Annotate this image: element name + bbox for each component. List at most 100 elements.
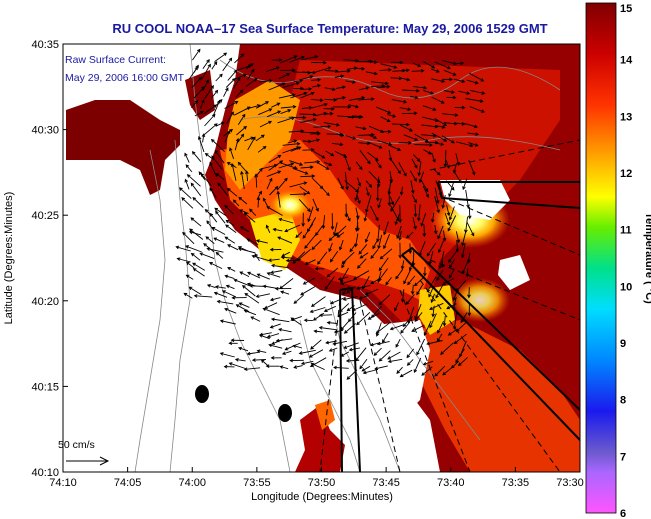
current-vector bbox=[407, 275, 416, 286]
current-vector bbox=[276, 190, 281, 208]
colorbar-tick-label: 10 bbox=[620, 281, 632, 293]
current-vector bbox=[408, 243, 413, 255]
current-vector bbox=[302, 148, 315, 152]
vector-scale-label: 50 cm/s bbox=[58, 439, 95, 451]
current-vector bbox=[190, 252, 201, 261]
current-vector bbox=[266, 272, 281, 278]
current-vector bbox=[435, 284, 444, 299]
current-vector bbox=[200, 173, 212, 186]
current-vector bbox=[302, 87, 313, 91]
colorbar-tick-label: 14 bbox=[620, 55, 633, 67]
current-vector bbox=[464, 122, 478, 129]
current-vector bbox=[380, 116, 391, 123]
current-vector bbox=[302, 139, 312, 144]
current-vector bbox=[344, 172, 349, 191]
current-vector bbox=[380, 129, 392, 134]
current-vector bbox=[391, 122, 411, 127]
current-vector bbox=[185, 245, 202, 253]
current-vector bbox=[358, 294, 369, 300]
current-vector bbox=[199, 252, 215, 260]
current-vector bbox=[237, 161, 247, 173]
current-vector bbox=[366, 71, 378, 76]
current-vector bbox=[453, 333, 467, 345]
current-vector bbox=[345, 80, 357, 84]
current-vector bbox=[203, 104, 218, 115]
current-vector bbox=[435, 124, 446, 129]
current-vector bbox=[314, 160, 330, 170]
colorbar-tick-label: 12 bbox=[620, 168, 632, 180]
current-vector bbox=[280, 109, 292, 115]
x-tick-label: 73:40 bbox=[437, 477, 465, 489]
current-vector bbox=[247, 68, 255, 80]
current-vector bbox=[355, 284, 371, 290]
current-vector bbox=[268, 160, 284, 171]
current-vector bbox=[323, 107, 335, 111]
current-vector bbox=[236, 125, 247, 136]
current-vector bbox=[330, 213, 335, 231]
current-vector bbox=[296, 248, 311, 262]
current-vector bbox=[230, 162, 237, 181]
current-vector bbox=[431, 132, 448, 142]
current-vector bbox=[431, 68, 440, 73]
current-vector bbox=[437, 225, 444, 240]
current-vector bbox=[255, 101, 270, 109]
current-vector bbox=[402, 111, 418, 116]
current-vector bbox=[356, 258, 367, 269]
current-vector bbox=[209, 187, 217, 199]
current-vector bbox=[284, 342, 301, 351]
current-vector bbox=[416, 338, 426, 356]
current-vector bbox=[208, 262, 223, 270]
current-vector bbox=[201, 63, 211, 80]
current-vector bbox=[455, 239, 460, 253]
current-vector bbox=[368, 134, 378, 140]
current-vector bbox=[408, 259, 415, 272]
current-vector bbox=[311, 138, 321, 142]
current-vector bbox=[375, 321, 391, 334]
current-vector bbox=[416, 284, 423, 296]
current-vector bbox=[214, 207, 227, 217]
current-vector bbox=[434, 61, 451, 70]
current-vector bbox=[400, 289, 405, 303]
current-vector bbox=[256, 349, 267, 354]
current-vector bbox=[243, 367, 261, 372]
current-vector bbox=[465, 189, 470, 209]
current-vector bbox=[266, 333, 280, 339]
current-vector bbox=[299, 75, 314, 81]
current-vector bbox=[423, 61, 436, 69]
current-vector bbox=[395, 268, 404, 280]
current-vector bbox=[422, 105, 437, 111]
current-vector bbox=[423, 89, 435, 95]
current-vector bbox=[249, 208, 257, 216]
colorbar-tick-label: 8 bbox=[620, 395, 626, 407]
current-vector bbox=[206, 284, 216, 289]
current-vector bbox=[221, 290, 237, 298]
current-vector bbox=[428, 250, 434, 265]
current-vector bbox=[354, 114, 364, 119]
current-vector bbox=[455, 231, 461, 244]
current-timestamp: May 29, 2006 16:00 GMT bbox=[65, 72, 185, 84]
current-vector bbox=[414, 312, 423, 323]
current-vector bbox=[324, 98, 338, 102]
current-vector bbox=[353, 270, 370, 280]
current-vector bbox=[259, 120, 273, 128]
current-vector bbox=[394, 213, 400, 226]
current-vector bbox=[332, 222, 338, 237]
current-vector bbox=[454, 171, 462, 184]
current-vector bbox=[414, 143, 433, 147]
current-vector bbox=[304, 259, 316, 265]
current-vector bbox=[278, 93, 296, 99]
sst-cloud-gap-2 bbox=[498, 255, 530, 290]
current-vector bbox=[342, 295, 358, 301]
current-vector bbox=[278, 327, 292, 333]
y-tick-label: 40:25 bbox=[31, 210, 59, 222]
current-vector bbox=[442, 77, 453, 82]
current-vector bbox=[277, 116, 296, 124]
current-vector bbox=[346, 286, 356, 294]
current-vector bbox=[400, 68, 410, 73]
current-vector bbox=[241, 284, 256, 297]
current-vector bbox=[355, 126, 367, 131]
current-vector bbox=[215, 210, 226, 224]
current-vector bbox=[465, 98, 484, 103]
current-vector bbox=[457, 357, 468, 367]
current-vector bbox=[310, 339, 322, 350]
